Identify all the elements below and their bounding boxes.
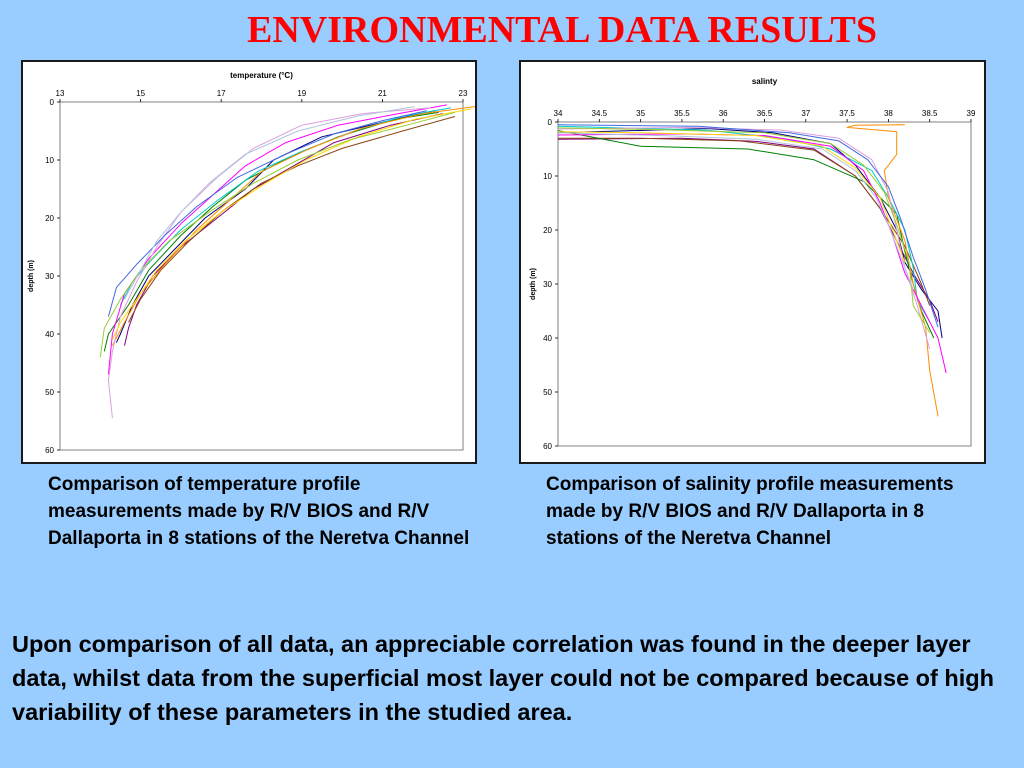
y-tick-label: 0 — [50, 98, 55, 107]
series-line-7 — [107, 104, 447, 375]
y-axis-label: depth (m) — [530, 268, 537, 300]
y-axis-label: depth (m) — [28, 260, 35, 292]
conclusion-text: Upon comparison of all data, an apprecia… — [12, 631, 994, 725]
x-tick-label: 36 — [719, 109, 728, 118]
temperature-chart: temperature (°C) depth (m) 13 15 17 19 21 23 0 10… — [21, 60, 477, 464]
series-line-8 — [557, 126, 931, 349]
x-tick-label: 23 — [459, 89, 468, 98]
y-tick-label: 40 — [543, 334, 552, 343]
series-line-9 — [557, 131, 906, 263]
x-tick-label: 13 — [56, 89, 65, 98]
series-line-12 — [124, 106, 415, 300]
x-tick-label: 37.5 — [839, 109, 855, 118]
series-line-4 — [103, 111, 439, 352]
y-tick-label: 50 — [45, 388, 54, 397]
y-tick-label: 10 — [45, 156, 54, 165]
series-line-11 — [557, 124, 939, 328]
series-line-12 — [557, 132, 914, 290]
x-tick-label: 38 — [884, 109, 893, 118]
x-tick-label: 15 — [136, 89, 145, 98]
y-tick-label: 10 — [543, 172, 552, 181]
salinity-chart: salinty depth (m) 34 34.5 35 35.5 36 36.5 37 37.5… — [519, 60, 986, 464]
temperature-caption: Comparison of temperature profile measur… — [48, 474, 470, 549]
y-tick-label: 60 — [543, 442, 552, 451]
x-tick-label: 38.5 — [922, 109, 938, 118]
y-tick-label: 20 — [543, 226, 552, 235]
series-line-5 — [119, 107, 451, 306]
x-tick-label: 17 — [217, 89, 226, 98]
x-tick-label: 19 — [297, 89, 306, 98]
series-line-2 — [124, 113, 443, 346]
series-line-1 — [115, 110, 435, 343]
series-line-7 — [557, 133, 947, 374]
series-line-10 — [557, 127, 931, 333]
salinity-caption: Comparison of salinity profile measureme… — [546, 474, 954, 549]
y-tick-label: 20 — [45, 214, 54, 223]
series-line-11 — [107, 110, 427, 317]
series-line-8 — [107, 107, 431, 419]
y-tick-label: 50 — [543, 388, 552, 397]
y-tick-label: 40 — [45, 330, 54, 339]
series-line-2 — [557, 137, 939, 322]
y-tick-label: 30 — [45, 272, 54, 281]
x-tick-label: 21 — [378, 89, 387, 98]
x-tick-label: 35.5 — [674, 109, 690, 118]
chart-title: temperature (°C) — [230, 71, 293, 80]
salinity-chart-canvas: salinty depth (m) 34 34.5 35 35.5 36 36.5 37 37.5… — [530, 77, 976, 451]
y-tick-label: 60 — [45, 446, 54, 455]
x-tick-label: 35 — [636, 109, 645, 118]
y-tick-label: 0 — [548, 118, 553, 127]
series-line-3 — [558, 137, 931, 306]
y-tick-label: 30 — [543, 280, 552, 289]
series-line-1 — [557, 128, 943, 339]
x-tick-label: 34 — [554, 109, 563, 118]
plot-area — [59, 101, 464, 451]
temperature-chart-canvas: temperature (°C) depth (m) 13 15 17 19 21 23 0 10… — [28, 71, 475, 455]
slide-title: ENVIRONMENTAL DATA RESULTS — [247, 9, 877, 51]
series-line-3 — [128, 116, 456, 323]
series-line-9 — [111, 108, 472, 341]
plot-area — [557, 121, 972, 447]
x-tick-label: 34.5 — [592, 109, 608, 118]
x-tick-label: 39 — [967, 109, 976, 118]
series-line-5 — [557, 125, 931, 323]
series-line-6 — [111, 106, 475, 346]
series-line-10 — [99, 111, 456, 358]
series-line-4 — [557, 130, 935, 339]
x-tick-label: 37 — [801, 109, 810, 118]
chart-title: salinty — [752, 77, 778, 86]
x-tick-label: 36.5 — [757, 109, 773, 118]
